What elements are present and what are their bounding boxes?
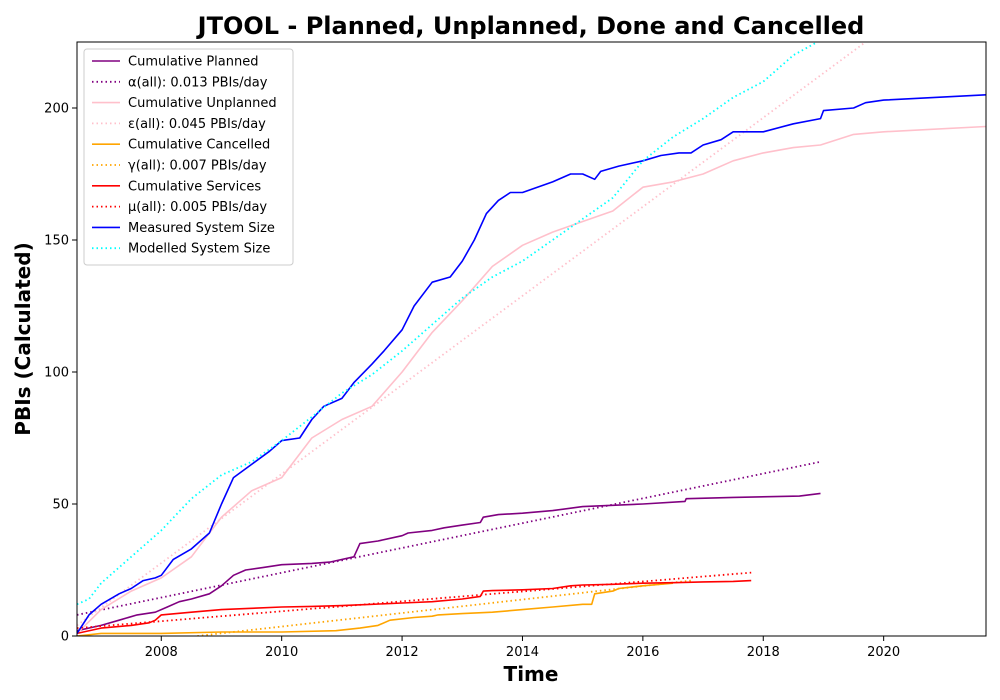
legend-label-8: Measured System Size xyxy=(128,221,275,236)
y-tick-label-3: 150 xyxy=(44,234,69,249)
y-tick-label-0: 0 xyxy=(61,630,69,645)
y-tick-label-1: 50 xyxy=(52,498,69,513)
series-line-7 xyxy=(77,571,752,629)
legend-label-4: Cumulative Cancelled xyxy=(128,138,270,153)
legend-label-2: Cumulative Unplanned xyxy=(128,96,277,111)
x-tick-label-0: 2008 xyxy=(145,645,178,660)
x-tick-label-3: 2014 xyxy=(506,645,539,660)
y-tick-label-4: 200 xyxy=(44,102,69,117)
x-tick-label-5: 2018 xyxy=(747,645,780,660)
x-tick-label-4: 2016 xyxy=(626,645,659,660)
series-line-8 xyxy=(77,94,986,634)
x-axis-label: Time xyxy=(504,662,559,686)
y-tick-label-2: 100 xyxy=(44,366,69,381)
x-tick-label-1: 2010 xyxy=(265,645,298,660)
series-line-4 xyxy=(77,582,674,636)
y-axis: 0 50 100 150 200 xyxy=(44,102,77,645)
series-line-2 xyxy=(77,125,986,634)
legend-label-5: γ(all): 0.007 PBIs/day xyxy=(128,159,267,174)
series-line-0 xyxy=(77,492,821,632)
series-line-1 xyxy=(77,460,821,616)
legend-label-3: ε(all): 0.045 PBIs/day xyxy=(128,117,266,132)
series-layer xyxy=(77,42,986,636)
series-line-5 xyxy=(197,579,692,636)
x-tick-label-6: 2020 xyxy=(867,645,900,660)
chart-title: JTOOL - Planned, Unplanned, Done and Can… xyxy=(196,12,865,40)
legend: Cumulative Planned α(all): 0.013 PBIs/day… xyxy=(83,48,294,266)
legend-label-6: Cumulative Services xyxy=(128,179,261,194)
legend-label-9: Modelled System Size xyxy=(128,242,270,257)
legend-label-7: μ(all): 0.005 PBIs/day xyxy=(128,200,267,215)
legend-box xyxy=(83,48,294,266)
legend-label-1: α(all): 0.013 PBIs/day xyxy=(128,75,268,90)
y-axis-label: PBIs (Calculated) xyxy=(11,242,35,435)
series-line-3 xyxy=(77,42,867,627)
plot-frame xyxy=(76,41,987,637)
x-tick-label-2: 2012 xyxy=(386,645,419,660)
series-line-9 xyxy=(77,42,818,606)
series-line-6 xyxy=(77,579,752,635)
legend-label-0: Cumulative Planned xyxy=(128,55,258,70)
x-axis: 2008 2010 2012 2014 2016 2018 2020 xyxy=(145,636,900,660)
